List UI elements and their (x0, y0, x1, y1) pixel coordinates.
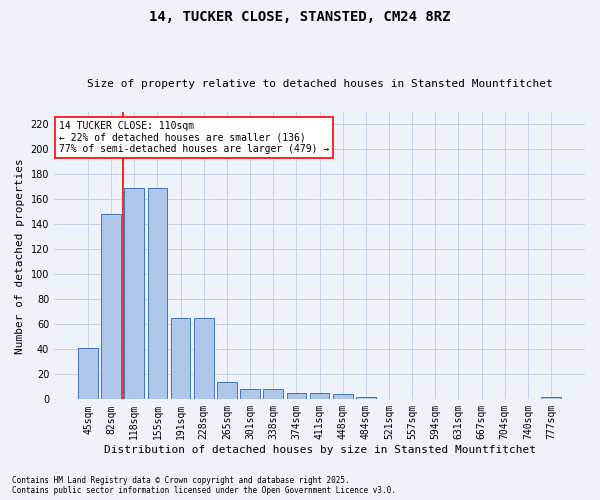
Bar (240, 390, 260, 400)
Bar (148, 188, 167, 400)
Bar (124, 188, 144, 400)
Bar (101, 214, 121, 400)
Bar (541, 397, 561, 400)
Bar (78, 348, 98, 400)
Bar (217, 382, 237, 400)
Text: 14, TUCKER CLOSE, STANSTED, CM24 8RZ: 14, TUCKER CLOSE, STANSTED, CM24 8RZ (149, 10, 451, 24)
Y-axis label: Number of detached properties: Number of detached properties (15, 158, 25, 354)
Bar (310, 393, 329, 400)
X-axis label: Distribution of detached houses by size in Stansted Mountfitchet: Distribution of detached houses by size … (104, 445, 536, 455)
Bar (333, 394, 353, 400)
Title: Size of property relative to detached houses in Stansted Mountfitchet: Size of property relative to detached ho… (86, 79, 553, 89)
Bar (171, 318, 190, 400)
Bar (263, 390, 283, 400)
Text: Contains HM Land Registry data © Crown copyright and database right 2025.
Contai: Contains HM Land Registry data © Crown c… (12, 476, 396, 495)
Bar (194, 318, 214, 400)
Text: 14 TUCKER CLOSE: 110sqm
← 22% of detached houses are smaller (136)
77% of semi-d: 14 TUCKER CLOSE: 110sqm ← 22% of detache… (59, 120, 329, 154)
Bar (356, 397, 376, 400)
Bar (287, 393, 306, 400)
